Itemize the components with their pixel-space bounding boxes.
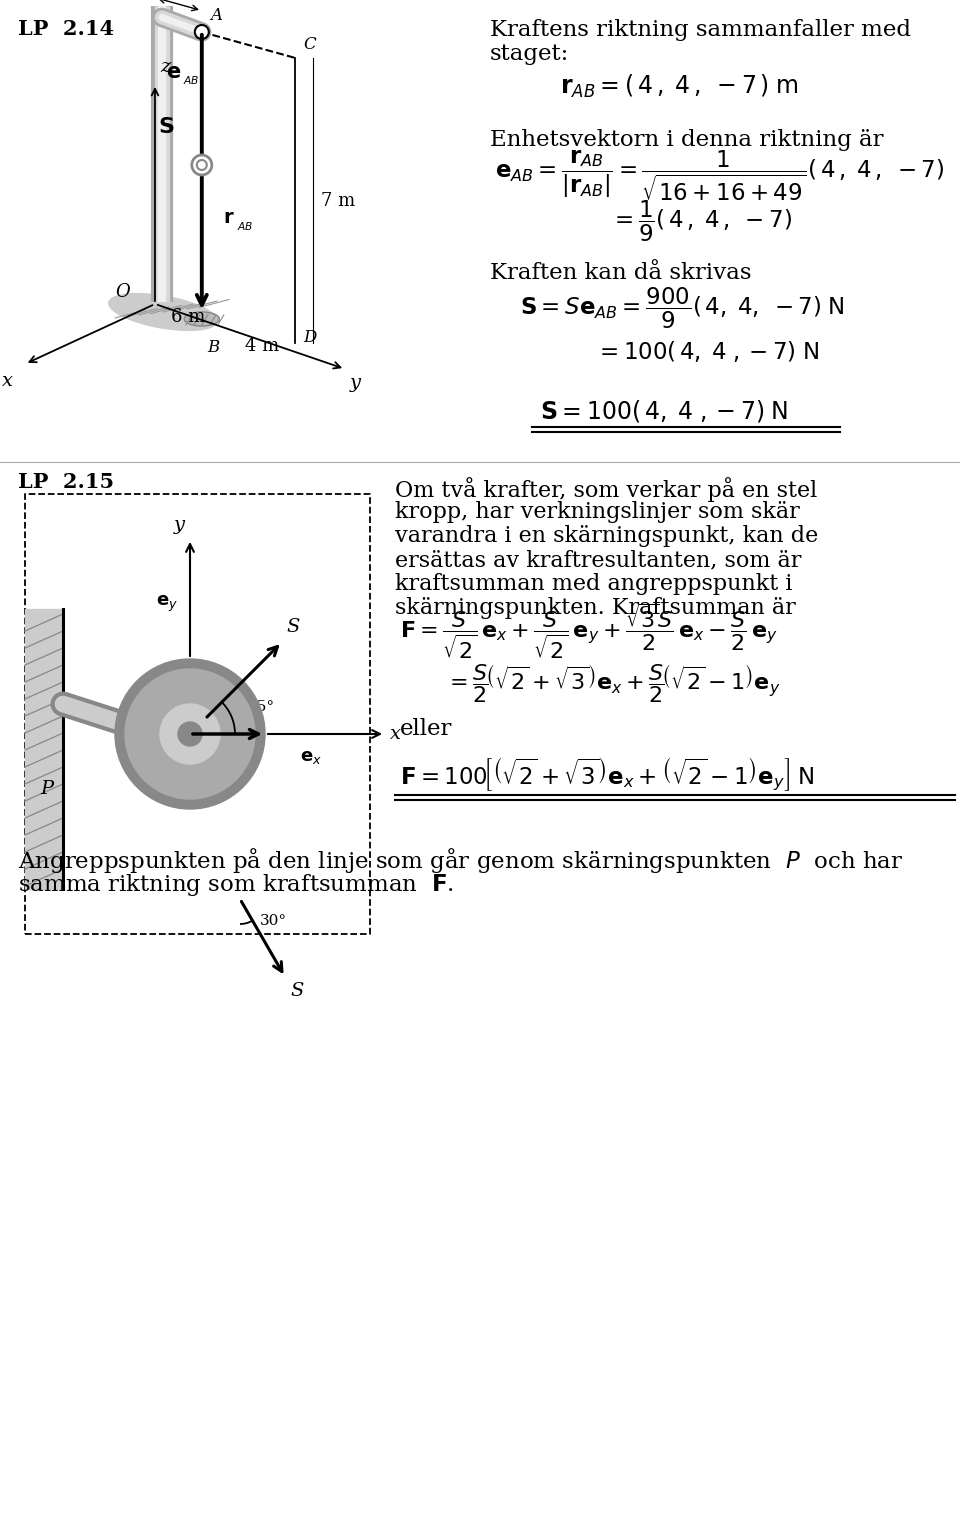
Text: $= \dfrac{S}{2}\!\left(\sqrt{2}+\sqrt{3}\right)\mathbf{e}_x + \dfrac{S}{2}\!\lef: $= \dfrac{S}{2}\!\left(\sqrt{2}+\sqrt{3}…	[445, 663, 780, 706]
Ellipse shape	[184, 312, 219, 326]
Text: $\mathbf{F} = \dfrac{S}{\sqrt{2}}\,\mathbf{e}_x + \dfrac{S}{\sqrt{2}}\,\mathbf{e: $\mathbf{F} = \dfrac{S}{\sqrt{2}}\,\math…	[400, 600, 778, 661]
Text: $= 100\left(\,4,\;4\;,-7\right)\;\mathrm{N}$: $= 100\left(\,4,\;4\;,-7\right)\;\mathrm…	[595, 338, 819, 364]
Text: S: S	[287, 619, 300, 636]
Text: C: C	[303, 37, 316, 53]
Text: 7 m: 7 m	[322, 192, 355, 209]
Text: 30°: 30°	[260, 914, 287, 928]
Text: kropp, har verkningslinjer som skär: kropp, har verkningslinjer som skär	[395, 501, 800, 523]
Text: skärningspunkten. Kraftsumman är: skärningspunkten. Kraftsumman är	[395, 597, 796, 619]
Circle shape	[197, 160, 206, 171]
Circle shape	[125, 669, 255, 799]
Text: B: B	[206, 338, 219, 357]
Circle shape	[160, 704, 220, 764]
Text: $\mathbf{r}$: $\mathbf{r}$	[223, 209, 234, 227]
Text: 45°: 45°	[248, 700, 276, 715]
Text: $\mathbf{r}_{AB} = \left(\,4\,,\;4\,,\;-7\,\right)\;\mathrm{m}$: $\mathbf{r}_{AB} = \left(\,4\,,\;4\,,\;-…	[560, 73, 799, 99]
Text: samma riktning som kraftsumman  $\mathbf{F}$.: samma riktning som kraftsumman $\mathbf{…	[18, 872, 454, 898]
Circle shape	[192, 155, 212, 175]
Text: $\mathbf{e}_{AB} = \dfrac{\mathbf{r}_{AB}}{|\mathbf{r}_{AB}|} = \dfrac{1}{\sqrt{: $\mathbf{e}_{AB} = \dfrac{\mathbf{r}_{AB…	[495, 149, 944, 203]
Circle shape	[115, 658, 265, 809]
Text: Kraftens riktning sammanfaller med: Kraftens riktning sammanfaller med	[490, 18, 911, 41]
Text: $\mathbf{e}_x$: $\mathbf{e}_x$	[300, 748, 322, 767]
Text: Om två krafter, som verkar på en stel: Om två krafter, som verkar på en stel	[395, 477, 817, 501]
Text: Kraften kan då skrivas: Kraften kan då skrivas	[490, 262, 752, 283]
Text: Enhetsvektorn i denna riktning är: Enhetsvektorn i denna riktning är	[490, 130, 883, 151]
Text: LP  2.15: LP 2.15	[18, 472, 114, 492]
Text: x: x	[2, 372, 13, 390]
Text: 4 m: 4 m	[245, 337, 279, 355]
Text: y: y	[174, 517, 185, 533]
Bar	[25, 610, 63, 888]
Text: x: x	[390, 725, 401, 744]
Text: ersättas av kraftresultanten, som är: ersättas av kraftresultanten, som är	[395, 549, 802, 572]
Text: kraftsumman med angreppspunkt i: kraftsumman med angreppspunkt i	[395, 573, 792, 594]
Text: staget:: staget:	[490, 43, 569, 66]
Text: $\mathbf{e}$: $\mathbf{e}$	[166, 62, 181, 82]
Text: $\mathbf{S} = S\mathbf{e}_{AB} = \dfrac{900}{9}\left(\,4,\;4,\;-7\right)\;\mathr: $\mathbf{S} = S\mathbf{e}_{AB} = \dfrac{…	[520, 285, 844, 331]
Text: LP  2.14: LP 2.14	[18, 18, 114, 40]
Text: $\mathbf{e}_y$: $\mathbf{e}_y$	[156, 594, 178, 614]
Text: $_{AB}$: $_{AB}$	[183, 73, 200, 87]
Text: z: z	[160, 58, 170, 76]
Text: A: A	[210, 8, 222, 24]
Text: Angreppspunkten på den linje som går genom skärningspunkten  $P$  och har: Angreppspunkten på den linje som går gen…	[18, 846, 903, 875]
Circle shape	[178, 722, 202, 747]
Circle shape	[195, 24, 209, 40]
Text: $\mathbf{F} = 100\!\left[\left(\sqrt{2}+\sqrt{3}\right)\mathbf{e}_x + \left(\sqr: $\mathbf{F} = 100\!\left[\left(\sqrt{2}+…	[400, 756, 815, 794]
Text: y: y	[350, 373, 361, 392]
Text: $\mathbf{S}$: $\mathbf{S}$	[157, 116, 174, 139]
Text: 6 m: 6 m	[172, 308, 205, 326]
Text: $= \dfrac{1}{9}\left(\,4\,,\;4\,,\;-7\right)$: $= \dfrac{1}{9}\left(\,4\,,\;4\,,\;-7\ri…	[610, 198, 792, 244]
Text: varandra i en skärningspunkt, kan de: varandra i en skärningspunkt, kan de	[395, 524, 818, 547]
Ellipse shape	[108, 294, 217, 331]
Text: P: P	[40, 780, 53, 799]
Text: $_{AB}$: $_{AB}$	[236, 219, 253, 233]
Text: S: S	[290, 981, 303, 1000]
Text: $\mathbf{S} = 100\left(\,4,\;4\;,-7\right)\;\mathrm{N}$: $\mathbf{S} = 100\left(\,4,\;4\;,-7\righ…	[540, 398, 788, 424]
Text: O: O	[115, 283, 130, 302]
Text: $\mathbf{F}$: $\mathbf{F}$	[211, 698, 226, 718]
Text: eller: eller	[400, 718, 452, 741]
Text: D: D	[303, 329, 317, 346]
